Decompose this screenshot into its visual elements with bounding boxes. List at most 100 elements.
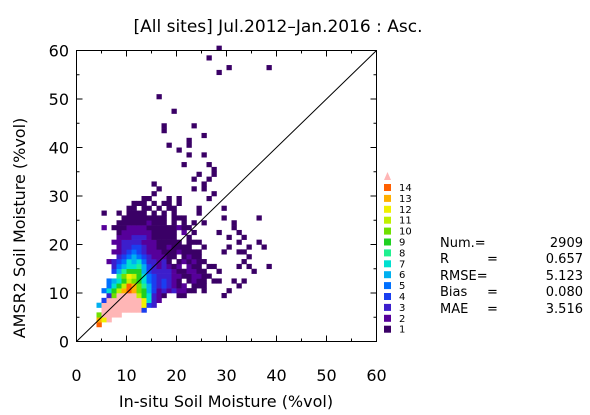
density-cell — [121, 263, 127, 270]
density-cell — [136, 293, 142, 299]
density-cell — [151, 278, 157, 284]
density-cell — [146, 196, 152, 202]
density-cell — [161, 259, 167, 265]
density-cell — [136, 263, 142, 270]
density-cell — [141, 220, 147, 226]
legend-swatch — [384, 238, 391, 246]
density-cell — [126, 283, 132, 289]
density-cell — [156, 278, 162, 284]
density-cell — [216, 268, 222, 274]
density-cell — [191, 288, 197, 294]
density-cell — [151, 288, 157, 294]
density-cell — [151, 254, 157, 260]
legend-swatch — [384, 314, 391, 322]
density-cell — [191, 259, 197, 265]
chart-title: [All sites] Jul.2012–Jan.2016 : Asc. — [133, 17, 422, 37]
density-cell — [136, 200, 142, 206]
density-cell — [131, 205, 137, 211]
density-cell — [146, 239, 152, 245]
density-cell — [116, 210, 122, 216]
density-cell — [226, 244, 232, 250]
density-cell — [161, 249, 167, 255]
legend-label: 11 — [399, 216, 412, 227]
density-cell — [221, 249, 227, 255]
density-cell — [101, 302, 107, 308]
density-cell — [186, 244, 192, 250]
density-cell — [146, 278, 152, 284]
density-cell — [96, 322, 102, 328]
density-cell — [161, 234, 167, 240]
density-cell — [136, 210, 142, 216]
y-tick-label: 60 — [49, 42, 69, 61]
density-cell — [186, 239, 192, 245]
density-cell — [151, 191, 157, 197]
density-cell — [211, 263, 217, 270]
density-cell — [121, 273, 127, 279]
density-cell — [201, 273, 207, 279]
density-cell — [186, 249, 192, 255]
density-cell — [116, 283, 122, 289]
density-cell — [136, 229, 142, 236]
y-tick-label: 20 — [49, 236, 69, 255]
legend-swatch — [384, 260, 391, 268]
density-cell — [131, 273, 137, 279]
density-cell — [206, 162, 212, 168]
density-cell — [131, 263, 137, 270]
stat-equals: = — [487, 301, 498, 317]
density-cell — [196, 273, 202, 279]
density-cell — [181, 244, 187, 250]
density-cell — [201, 278, 207, 284]
density-cell — [186, 152, 192, 158]
density-cell — [166, 263, 172, 270]
density-cell — [146, 244, 152, 250]
stat-label: MAE — [440, 301, 469, 317]
density-cell — [116, 220, 122, 226]
density-cell — [126, 244, 132, 250]
density-cell — [191, 239, 197, 245]
density-cell — [161, 239, 167, 245]
density-cell — [146, 273, 152, 279]
density-cell — [211, 171, 217, 177]
density-cell — [126, 225, 132, 231]
density-cell — [116, 302, 122, 308]
density-cell — [186, 137, 192, 143]
density-cell — [101, 288, 107, 294]
density-cell — [171, 249, 177, 255]
density-cell — [131, 288, 137, 294]
density-cell — [131, 234, 137, 240]
density-cell — [136, 283, 142, 289]
density-cell — [181, 288, 187, 294]
density-cell — [121, 225, 127, 231]
density-cell — [111, 307, 117, 313]
density-cell — [186, 259, 192, 265]
density-cell — [116, 307, 122, 313]
density-cell — [146, 249, 152, 255]
density-cell — [171, 278, 177, 284]
density-cell — [146, 229, 152, 236]
density-cell — [156, 283, 162, 289]
density-cell — [186, 278, 192, 284]
y-tick-label: 30 — [49, 187, 69, 206]
density-cell — [116, 234, 122, 240]
density-cell — [126, 273, 132, 279]
density-cell — [201, 152, 207, 158]
density-cell — [186, 225, 192, 231]
density-cell — [176, 147, 182, 153]
density-cell — [181, 283, 187, 289]
density-cell — [146, 225, 152, 231]
density-cell — [126, 229, 132, 236]
x-axis: 0 10 20 30 40 50 60 — [71, 50, 387, 385]
density-cell — [181, 220, 187, 226]
density-cell — [166, 273, 172, 279]
density-cell — [196, 210, 202, 216]
density-cell — [116, 244, 122, 250]
density-cell — [231, 225, 237, 231]
density-cell — [186, 273, 192, 279]
density-cell — [201, 288, 207, 294]
density-cell — [176, 200, 182, 206]
density-cell — [146, 263, 152, 270]
density-cell — [236, 283, 242, 289]
density-cell — [251, 268, 257, 274]
y-axis-label: AMSR2 Soil Moisture (%vol) — [10, 118, 29, 339]
density-cell — [216, 69, 222, 76]
